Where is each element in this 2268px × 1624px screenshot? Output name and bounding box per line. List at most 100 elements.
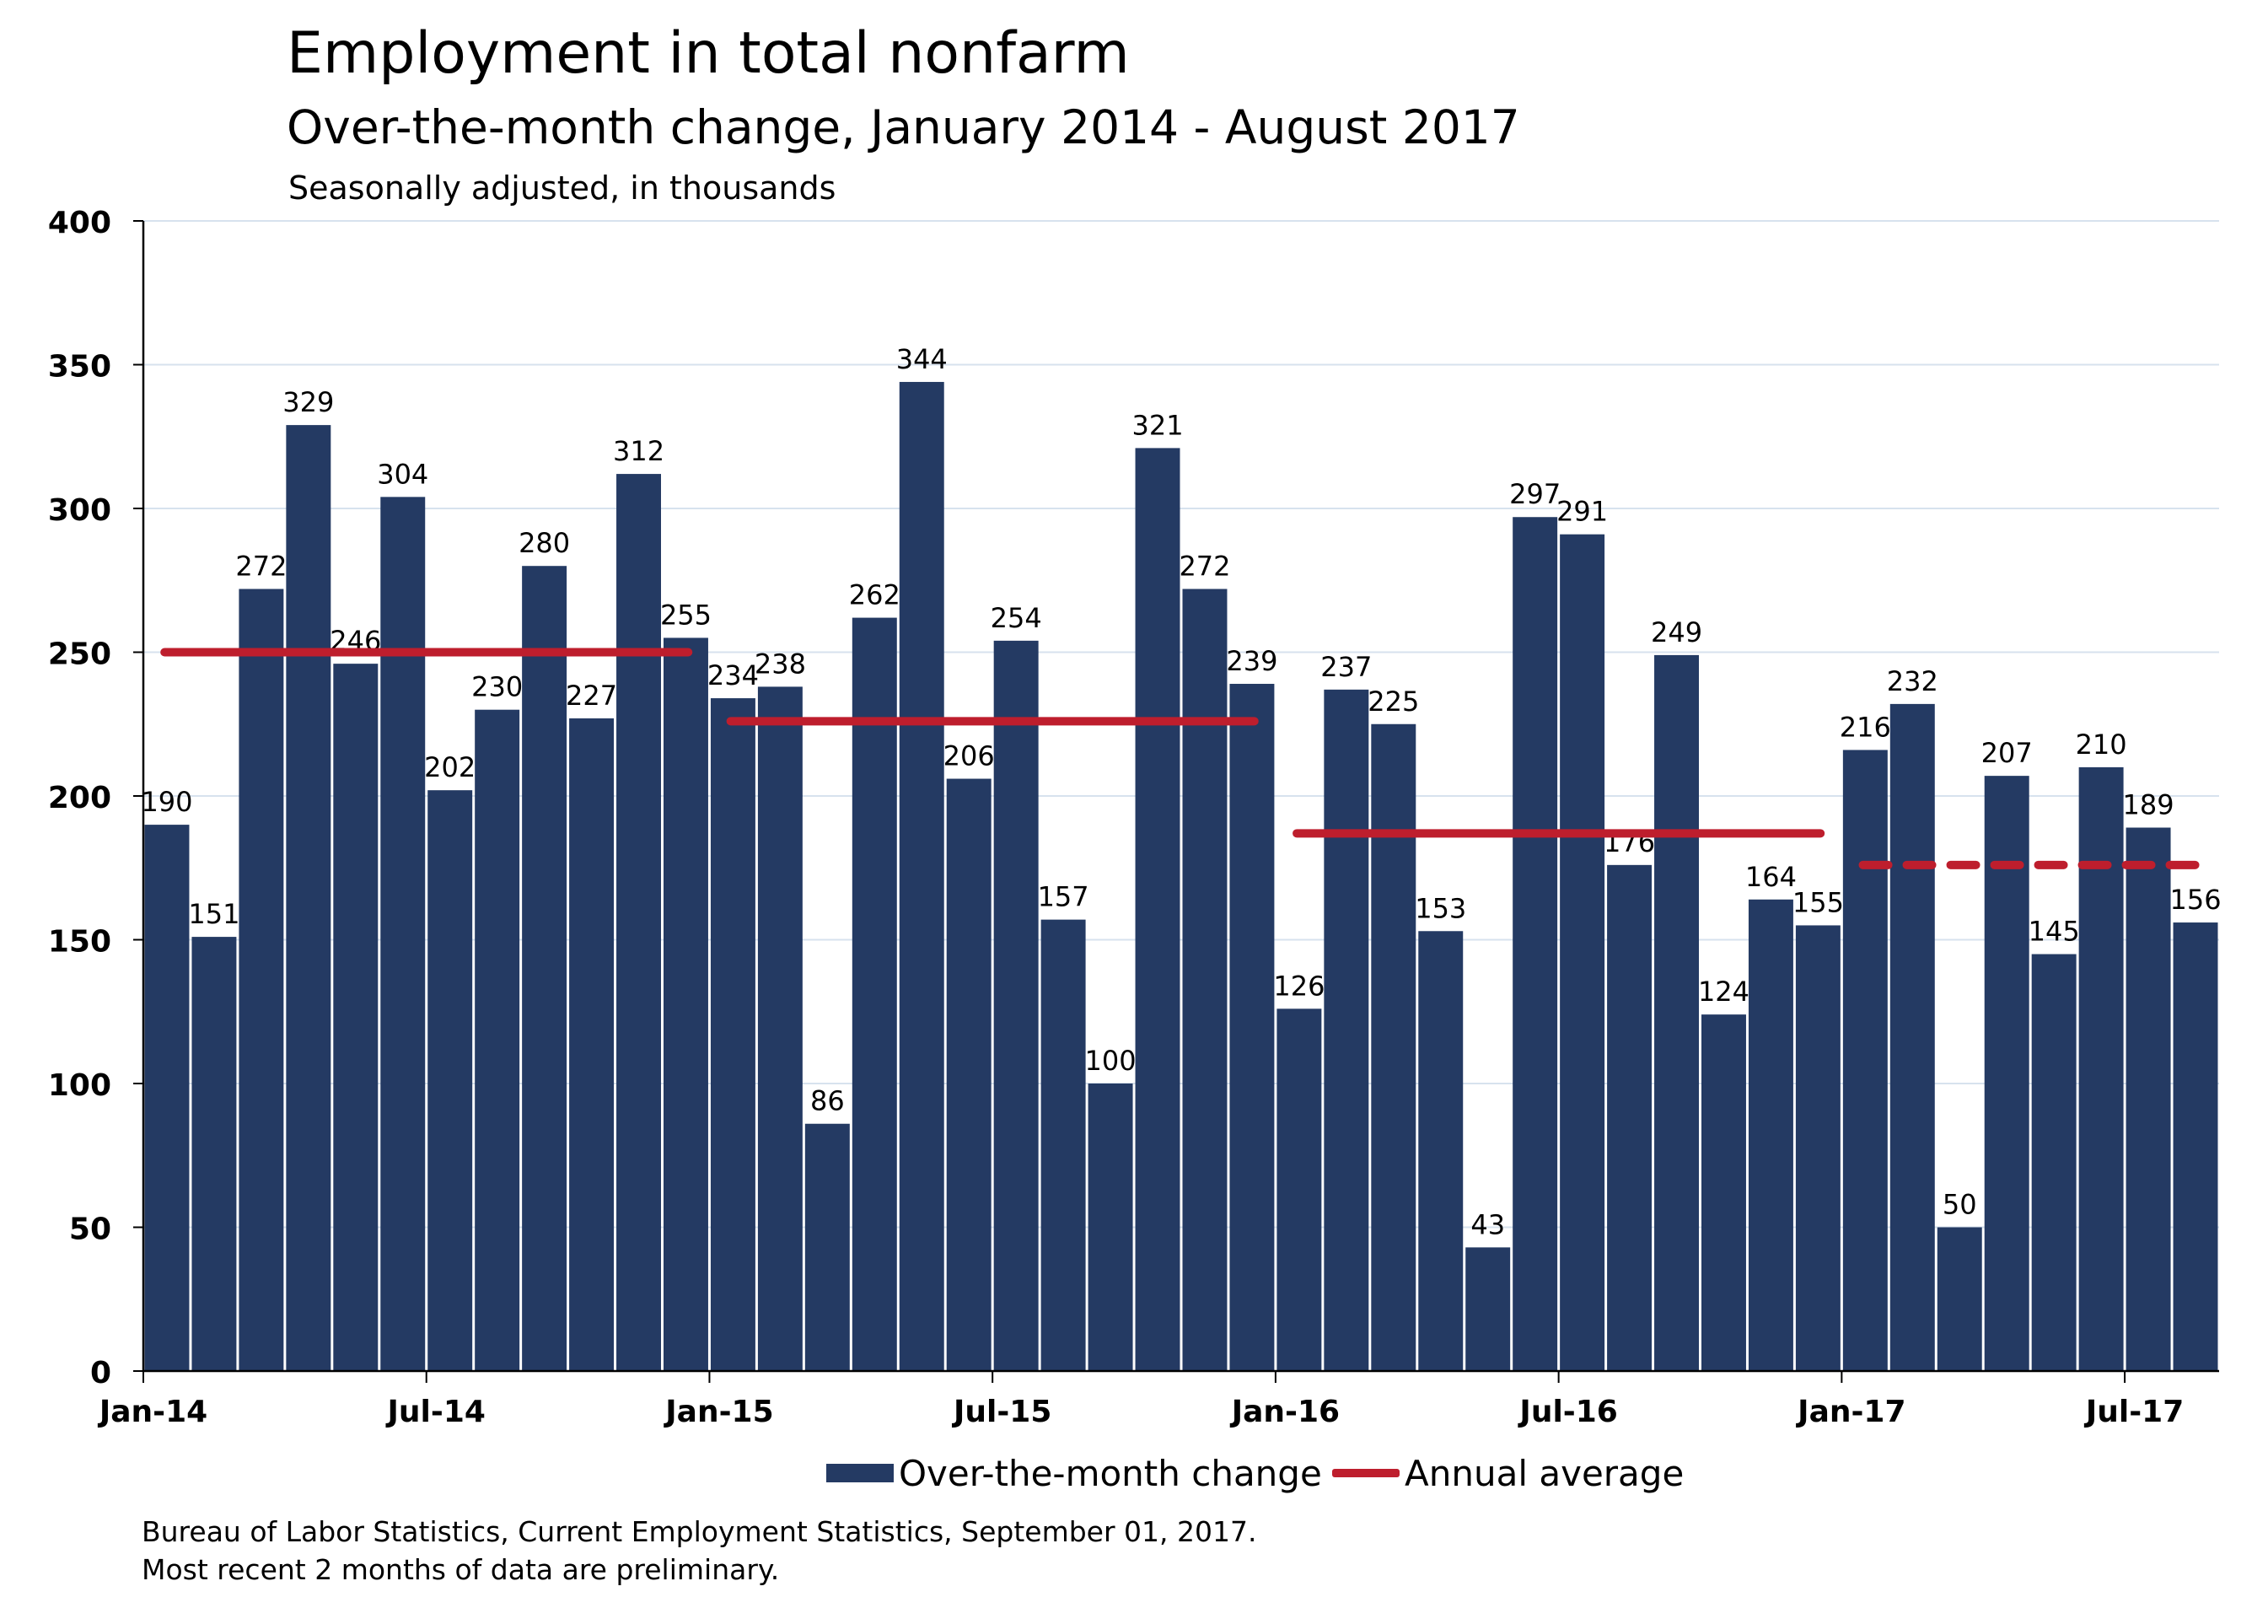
data-label: 304 [377,458,428,490]
data-label: 234 [707,659,759,691]
data-label: 238 [755,648,806,680]
x-tick-label: Jul-15 [951,1395,1051,1429]
data-label: 272 [1179,550,1230,582]
legend-item-line: Annual average [1332,1444,1684,1503]
bar [286,425,331,1371]
data-label: 249 [1651,616,1702,648]
data-label: 206 [943,740,995,772]
data-label: 157 [1038,881,1089,913]
data-label: 280 [519,527,570,559]
data-label: 255 [660,599,712,631]
data-label: 291 [1556,496,1608,528]
data-label: 227 [566,680,617,712]
data-label: 230 [471,671,523,703]
bar [1701,1014,1746,1371]
data-label: 272 [235,550,287,582]
legend-swatch-line [1332,1469,1400,1477]
bar [1371,723,1416,1371]
data-label: 151 [188,898,239,930]
bar [1513,517,1558,1371]
bar [1889,703,1935,1371]
y-tick-label: 150 [48,925,111,960]
chart-units-note: Seasonally adjusted, in thousands [288,169,836,207]
bar [1135,448,1180,1371]
bar [1324,689,1369,1371]
bar [1607,864,1653,1371]
bar [144,825,190,1371]
data-label: 254 [991,602,1042,634]
x-tick-label: Jul-17 [2083,1395,2184,1429]
y-tick-label: 350 [48,350,111,384]
legend-label-line: Annual average [1405,1452,1685,1494]
bar [2126,827,2171,1371]
bar [1842,750,1888,1371]
data-label: 145 [2029,916,2080,948]
bar [569,718,615,1371]
data-label: 344 [896,343,948,375]
chart-legend: Over-the-month change Annual average [0,1444,2268,1503]
y-tick-label: 50 [69,1213,111,1247]
bar [239,589,284,1371]
data-label: 156 [2169,884,2221,916]
bar [522,566,567,1371]
data-label: 239 [1226,645,1277,677]
bar [1088,1084,1133,1371]
bar [1418,931,1464,1371]
data-label: 210 [2076,729,2127,761]
bar [1040,919,1086,1371]
bar [899,381,944,1372]
data-label: 321 [1131,409,1183,441]
x-tick-label: Jan-16 [1229,1395,1340,1429]
bar [1937,1227,1982,1371]
legend-swatch-bars [826,1464,894,1482]
chart-subtitle: Over-the-month change, January 2014 - Au… [287,100,1520,154]
bar [1560,534,1605,1371]
bar [804,1123,850,1371]
data-label: 237 [1320,651,1372,683]
data-label: 155 [1792,886,1844,918]
legend-label-bars: Over-the-month change [899,1452,1322,1494]
y-tick-label: 0 [90,1356,111,1390]
y-tick-label: 200 [48,781,111,815]
data-label: 225 [1368,686,1419,718]
data-label: 153 [1415,892,1466,924]
data-label: 50 [1943,1189,1977,1221]
source-note: Bureau of Labor Statistics, Current Empl… [142,1513,1256,1589]
x-tick-label: Jan-17 [1795,1395,1905,1429]
y-tick-label: 100 [48,1068,111,1103]
bar [1748,899,1793,1371]
bar-chart: 0501001502002503003504001901512723292463… [48,206,2222,1429]
data-label: 202 [424,751,476,783]
y-tick-label: 400 [48,206,111,240]
x-tick-label: Jul-16 [1517,1395,1617,1429]
source-line-1: Bureau of Labor Statistics, Current Empl… [142,1515,1257,1548]
legend-item-bars: Over-the-month change [826,1444,1322,1503]
bar [1795,925,1841,1371]
bar [993,640,1039,1371]
data-label: 297 [1509,478,1561,510]
data-label: 164 [1745,861,1797,893]
bar [757,686,803,1371]
bar [1654,654,1699,1371]
bar [1182,589,1228,1371]
data-label: 100 [1085,1045,1137,1077]
bar [710,698,755,1371]
bar [333,664,379,1371]
data-label: 312 [613,435,664,467]
chart-title: Employment in total nonfarm [287,20,1130,87]
bar [946,778,992,1371]
bar [475,709,520,1371]
bar [427,790,473,1371]
bar [852,617,897,1371]
data-label: 207 [1981,737,2033,769]
x-tick-label: Jul-14 [385,1395,486,1429]
bar [1465,1247,1511,1371]
bar [380,497,426,1371]
data-label: 189 [2123,789,2174,821]
source-line-2: Most recent 2 months of data are prelimi… [142,1553,780,1586]
bar [1984,776,2029,1371]
data-label: 329 [282,386,334,418]
bar [1276,1008,1322,1371]
data-label: 86 [810,1085,845,1117]
bar [191,937,237,1371]
